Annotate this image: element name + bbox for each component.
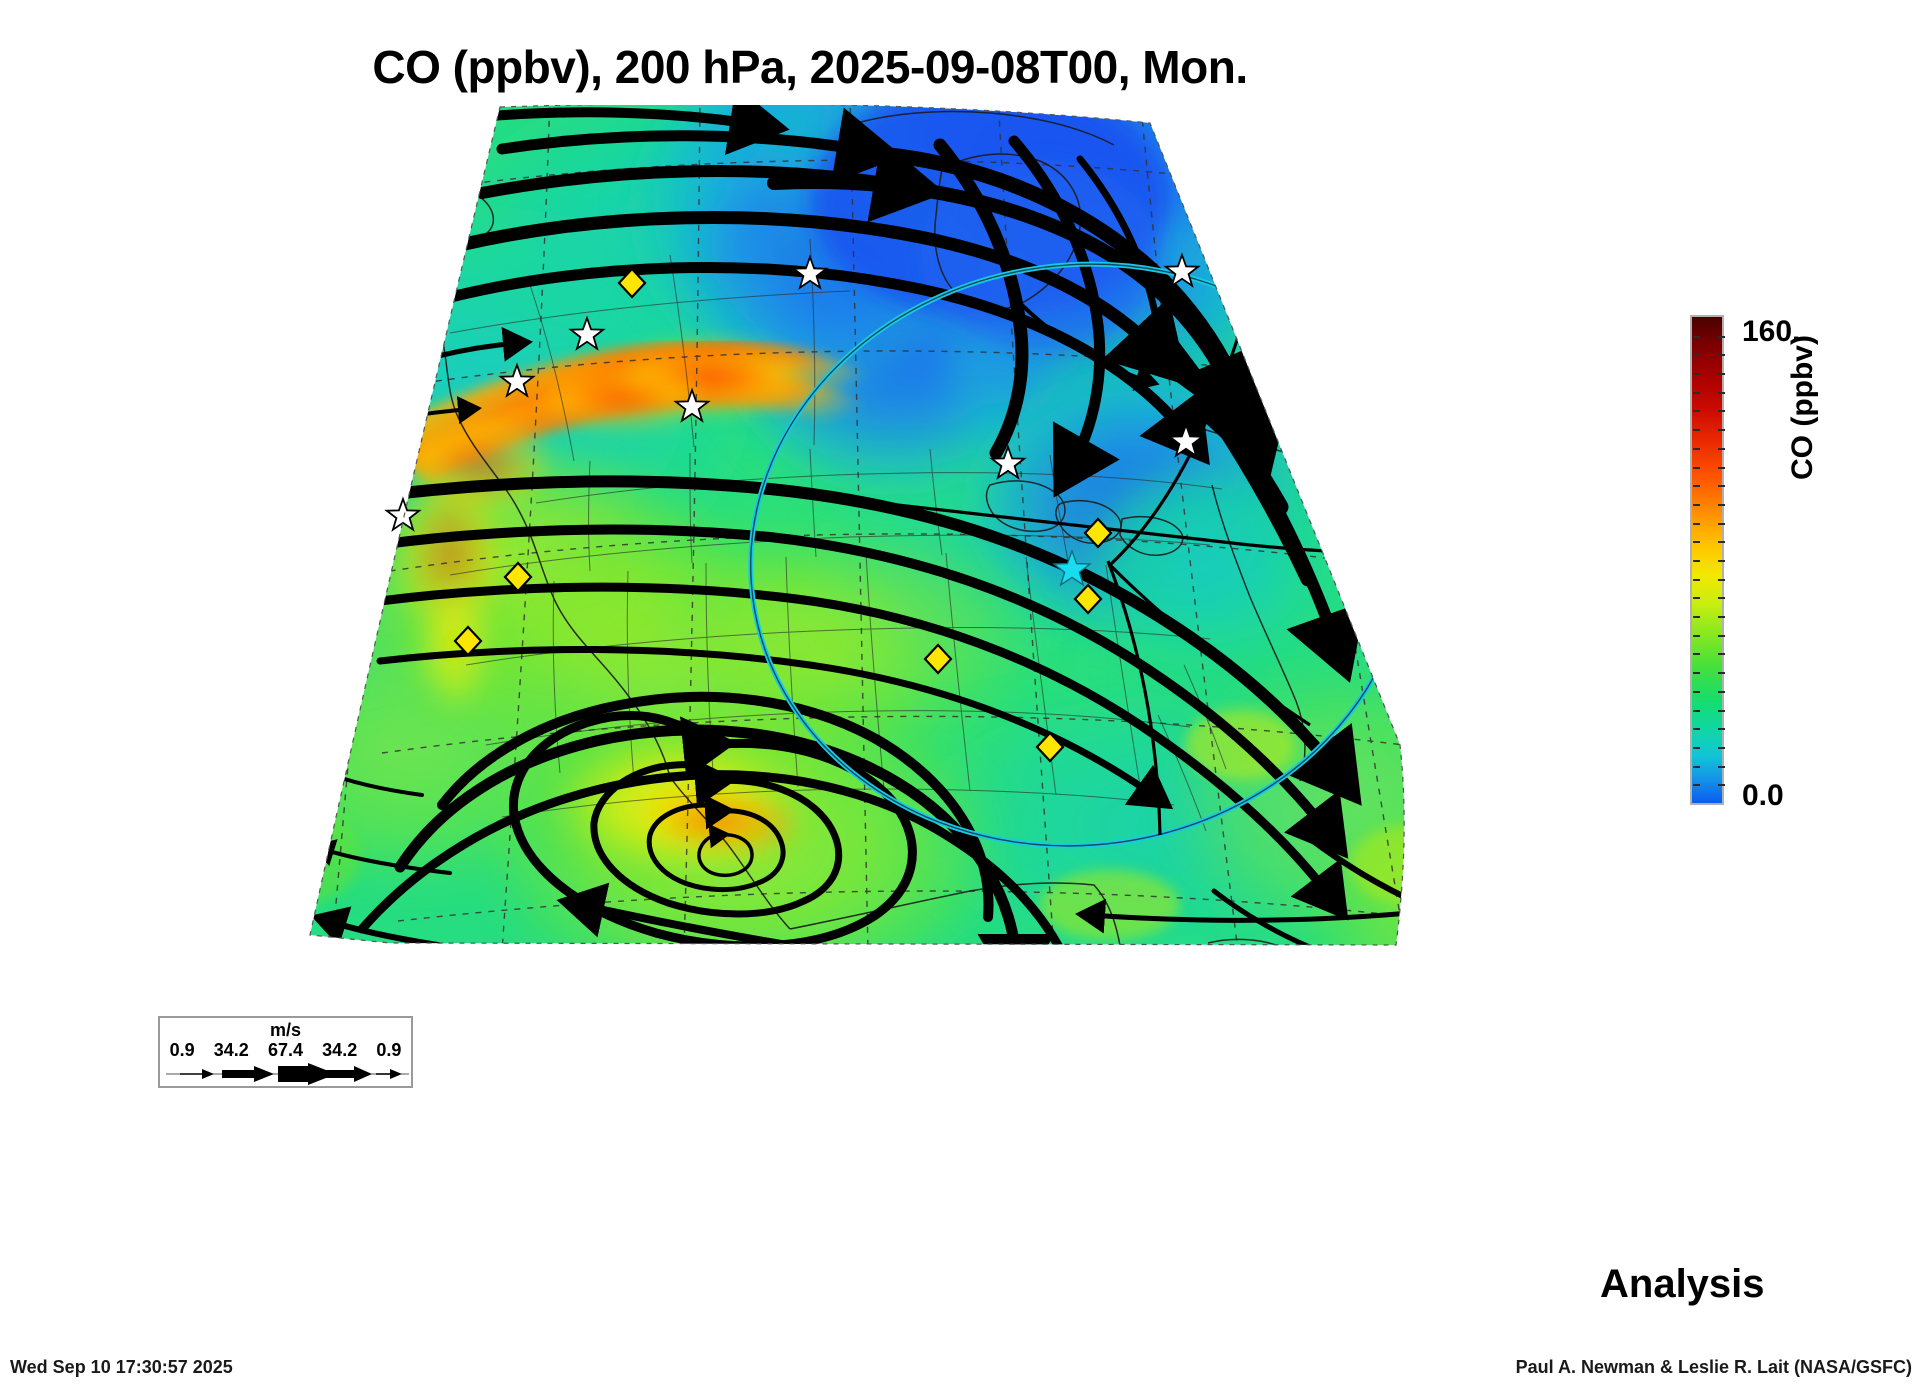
colorbar-tick <box>1693 410 1700 412</box>
colorbar-tick <box>1693 485 1700 487</box>
colorbar-tick <box>1693 635 1700 637</box>
colorbar-tick <box>1693 336 1700 338</box>
colorbar-tick <box>1693 541 1700 543</box>
colorbar-group: 160. 0.0 CO (ppbv) <box>1690 315 1890 811</box>
colorbar-tick <box>1693 616 1700 618</box>
colorbar-tick <box>1718 579 1725 581</box>
footer-credit: Paul A. Newman & Leslie R. Lait (NASA/GS… <box>1515 1357 1912 1377</box>
colorbar-tick <box>1718 672 1725 674</box>
colorbar-tick <box>1718 635 1725 637</box>
colorbar-tick <box>1693 691 1700 693</box>
wind-legend-value-1: 0.9 <box>169 1040 195 1060</box>
flight-range-ring <box>748 261 1405 849</box>
colorbar-tick <box>1693 710 1700 712</box>
colorbar-tick <box>1718 485 1725 487</box>
analysis-tag: Analysis <box>1600 1262 1765 1306</box>
colorbar-tick <box>1693 504 1700 506</box>
colorbar-axis-label: CO (ppbv) <box>1786 335 1819 480</box>
colorbar-tick <box>1693 653 1700 655</box>
colorbar-tick <box>1693 429 1700 431</box>
wind-legend-values: 0.9 34.2 67.4 34.2 0.9 <box>160 1040 411 1061</box>
colorbar-tick <box>1718 336 1725 338</box>
marker-yellow-diamond <box>453 267 1113 763</box>
footer-timestamp: Wed Sep 10 17:30:57 2025 <box>10 1357 233 1377</box>
wind-legend-value-5: 0.9 <box>376 1040 402 1060</box>
colorbar-tick <box>1693 766 1700 768</box>
colorbar-tick <box>1693 579 1700 581</box>
colorbar-tick <box>1693 448 1700 450</box>
colorbar-tick <box>1693 728 1700 730</box>
colorbar-tick <box>1718 691 1725 693</box>
map-panel <box>150 105 1570 1025</box>
colorbar-gradient <box>1690 315 1726 807</box>
map-canvas <box>309 105 1405 946</box>
colorbar-max-label: 160. <box>1742 315 1801 348</box>
colorbar-tick <box>1718 560 1725 562</box>
colorbar-tick <box>1693 373 1700 375</box>
colorbar-tick <box>1718 747 1725 749</box>
colorbar-tick <box>1718 354 1725 356</box>
colorbar-tick <box>1718 784 1725 786</box>
colorbar-tick <box>1718 523 1725 525</box>
colorbar-tick <box>1693 672 1700 674</box>
colorbar-tick <box>1718 373 1725 375</box>
colorbar-tick <box>1693 597 1700 599</box>
colorbar-tick <box>1718 392 1725 394</box>
station-markers <box>384 252 1205 763</box>
colorbar-tick <box>1718 410 1725 412</box>
colorbar-tick <box>1718 728 1725 730</box>
wind-streamlines <box>310 105 1405 945</box>
colorbar-tick <box>1693 523 1700 525</box>
colorbar-tick <box>1693 354 1700 356</box>
colorbar-tick <box>1693 747 1700 749</box>
wind-legend-value-3: 67.4 <box>267 1040 304 1060</box>
colorbar-tick <box>1718 467 1725 469</box>
colorbar-tick <box>1718 448 1725 450</box>
colorbar-tick <box>1718 766 1725 768</box>
colorbar-tick <box>1693 784 1700 786</box>
colorbar-tick <box>1718 616 1725 618</box>
colorbar-tick <box>1718 504 1725 506</box>
wind-legend-value-4: 34.2 <box>322 1040 358 1060</box>
wind-legend-arrow-scale <box>166 1063 409 1085</box>
marker-white-star <box>384 252 1205 532</box>
marker-cyan-star <box>1052 548 1092 587</box>
colorbar-tick <box>1718 541 1725 543</box>
colorbar-tick <box>1693 392 1700 394</box>
colorbar-min-label: 0.0 <box>1742 779 1784 812</box>
colorbar-tick <box>1718 597 1725 599</box>
colorbar-tick <box>1718 429 1725 431</box>
map-boundary <box>309 105 1405 946</box>
wind-legend-units: m/s <box>269 1020 302 1040</box>
page-title: CO (ppbv), 200 hPa, 2025-09-08T00, Mon. <box>372 41 1248 93</box>
colorbar-tick <box>1693 560 1700 562</box>
wind-speed-legend: m/s 0.9 34.2 67.4 34.2 0.9 <box>158 1016 413 1088</box>
colorbar-tick <box>1718 653 1725 655</box>
colorbar-ticks <box>1692 317 1726 807</box>
colorbar-tick <box>1693 467 1700 469</box>
colorbar-tick <box>1718 710 1725 712</box>
wind-legend-value-2: 34.2 <box>213 1040 249 1060</box>
